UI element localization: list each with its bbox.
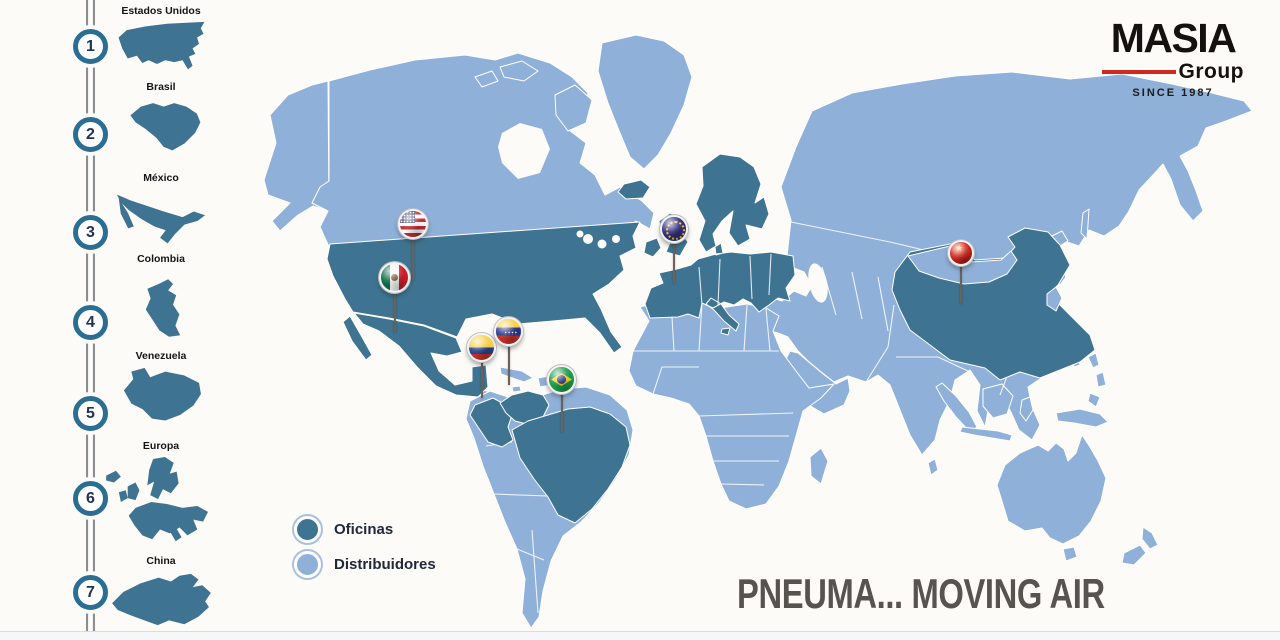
map-pin-usa — [398, 209, 428, 239]
venezuela-silhouette-path — [124, 368, 201, 421]
pin-stick — [508, 344, 510, 385]
map-region-madagascar — [810, 448, 828, 484]
legend-item-oficinas: Oficinas — [294, 516, 436, 543]
usa-silhouette — [114, 21, 209, 74]
pin-stick — [960, 264, 962, 303]
brazil-flag-icon — [547, 365, 576, 394]
map-region-greenland — [598, 35, 692, 169]
europe-silhouette-path — [106, 457, 208, 541]
eu-flag-stars — [666, 221, 685, 240]
timeline-number-label: 3 — [86, 224, 95, 242]
pin-stick — [673, 241, 675, 283]
timeline-number-label: 5 — [86, 405, 95, 423]
legend-label: Distribuidores — [334, 556, 436, 573]
logo-tagline: SINCE 1987 — [1102, 87, 1244, 99]
pin-stick — [394, 291, 396, 332]
mexico-flag-icon — [379, 262, 410, 293]
map-pin-europe — [660, 215, 688, 243]
china-silhouette-path — [112, 574, 211, 625]
mexico-silhouette — [114, 188, 208, 248]
usa-silhouette-path — [118, 22, 204, 70]
colombia-silhouette — [129, 269, 193, 347]
country-label: Venezuela — [96, 350, 226, 362]
sidebar-item-mexico: México — [96, 172, 226, 248]
china-flag-icon: ★ — [948, 240, 974, 266]
slogan-text: PNEUMA... MOVING AIR — [737, 570, 1105, 618]
europe-silhouette — [102, 456, 220, 550]
map-region-alaska — [264, 81, 329, 231]
map-region-iceland — [618, 180, 650, 199]
country-label: Estados Unidos — [96, 5, 226, 17]
map-pin-china: ★ — [948, 240, 974, 266]
china-silhouette — [106, 571, 216, 628]
logo-title: MASIA — [1102, 18, 1244, 59]
map-region-new-zealand — [1122, 527, 1158, 565]
map-legend: Oficinas Distribuidores — [294, 516, 436, 586]
venezuela-silhouette — [116, 366, 206, 428]
colombia-flag-icon — [467, 333, 496, 362]
masia-world-map-poster: 1 2 3 4 5 6 7 Estados Unidos Brasil Méxi… — [0, 0, 1280, 640]
sidebar-item-china: China — [96, 555, 226, 628]
pin-stick — [561, 392, 563, 432]
china-flag-star: ★ — [955, 244, 963, 253]
map-region-sri-lanka — [928, 459, 938, 475]
sidebar-item-estados-unidos: Estados Unidos — [96, 5, 226, 74]
map-region-tasmania — [1063, 547, 1077, 561]
sidebar-item-brasil: Brasil — [96, 81, 226, 153]
logo-red-line — [1102, 70, 1176, 74]
usa-flag-canton — [400, 211, 415, 223]
map-region-jamaica — [512, 386, 521, 392]
timeline-number-label: 7 — [86, 584, 95, 602]
bottom-band — [0, 632, 1280, 640]
map-great-lake — [598, 240, 607, 249]
map-region-new-guinea — [1056, 409, 1108, 427]
map-great-lake — [577, 231, 584, 238]
venezuela-flag-stars — [504, 331, 518, 335]
timeline-number-label: 6 — [86, 490, 95, 508]
map-region-java — [960, 427, 1012, 441]
map-great-lake — [583, 234, 593, 244]
map-great-lake — [612, 235, 620, 243]
sidebar-item-colombia: Colombia — [96, 253, 226, 347]
logo-subtitle: Group — [1179, 60, 1245, 84]
usa-flag-icon — [398, 209, 428, 239]
office-swatch-icon — [294, 516, 321, 543]
map-pin-mexico — [379, 262, 410, 293]
country-label: Europa — [96, 440, 226, 452]
eu-flag-icon — [660, 215, 688, 243]
mexico-silhouette-path — [117, 195, 205, 244]
country-label: China — [96, 555, 226, 567]
map-region-cuba — [500, 367, 533, 382]
map-region-philippines — [1088, 353, 1106, 407]
brazil-silhouette — [117, 97, 205, 153]
sidebar-item-venezuela: Venezuela — [96, 350, 226, 428]
country-label: México — [96, 172, 226, 184]
masia-group-logo: MASIA Group SINCE 1987 — [1102, 18, 1244, 99]
brazil-flag-rhombus — [551, 373, 572, 386]
brazil-silhouette-path — [130, 103, 200, 150]
timeline-number-label: 2 — [86, 126, 95, 144]
venezuela-flag-icon — [494, 317, 523, 346]
map-pin-brazil — [547, 365, 576, 394]
map-region-australia — [997, 435, 1106, 544]
map-pin-colombia — [467, 333, 496, 362]
legend-item-distribuidores: Distribuidores — [294, 551, 436, 578]
legend-label: Oficinas — [334, 521, 393, 538]
pin-stick — [412, 237, 414, 280]
timeline-number-label: 1 — [86, 38, 95, 56]
sidebar-item-europa: Europa — [96, 440, 226, 550]
mexico-flag-emblem — [391, 274, 398, 281]
slogan: PNEUMA... MOVING AIR — [737, 570, 1208, 618]
distributor-swatch-icon — [294, 551, 321, 578]
country-label: Colombia — [96, 253, 226, 265]
pin-stick — [481, 360, 483, 398]
map-pin-venezuela — [494, 317, 523, 346]
colombia-silhouette-path — [146, 279, 180, 337]
logo-row: Group — [1102, 60, 1244, 84]
timeline-number-label: 4 — [86, 314, 95, 332]
country-label: Brasil — [96, 81, 226, 93]
brazil-flag-globe — [557, 375, 566, 384]
